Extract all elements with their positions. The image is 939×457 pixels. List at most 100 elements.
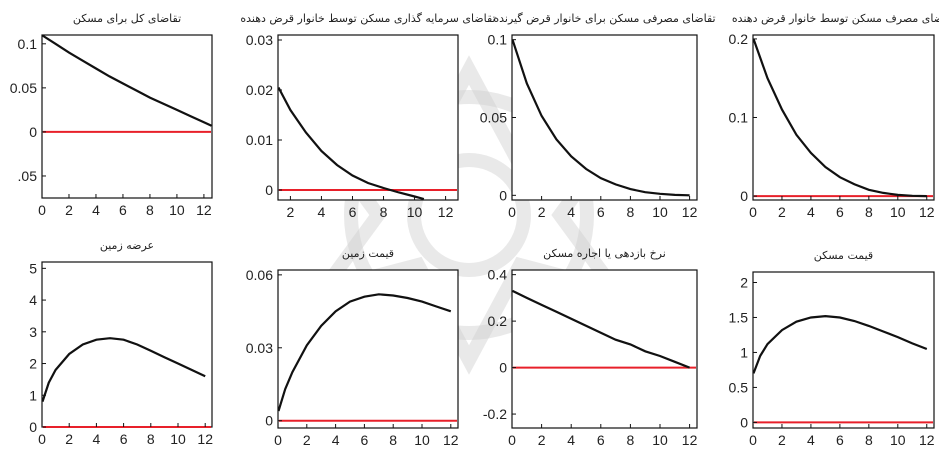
x-tick-label: 6 <box>361 432 369 448</box>
y-tick-label: 3 <box>29 324 37 340</box>
y-tick-label: 0.01 <box>246 132 273 148</box>
x-tick-label: 8 <box>865 432 873 448</box>
x-tick-label: 6 <box>836 204 844 220</box>
y-tick-label: 0 <box>499 187 507 203</box>
x-tick-label: 12 <box>919 432 935 448</box>
y-tick-label: 0.4 <box>488 267 508 283</box>
panel-2: تقاضای سرمایه گذاری مسکن توسط خانوار قرض… <box>240 12 495 220</box>
x-tick-label: 0 <box>38 202 46 218</box>
y-tick-label: 0 <box>740 414 748 430</box>
y-tick-label: 0.2 <box>488 313 508 329</box>
series-line <box>277 293 452 412</box>
y-tick-label: 0.05 <box>480 110 507 126</box>
y-tick-label: 1.5 <box>729 309 749 325</box>
y-tick-label: 0.05 <box>10 80 37 96</box>
x-tick-label: 6 <box>349 204 357 220</box>
panel-6: قیمت زمین 0 2 4 6 8 10 12 0 0.03 0.06 <box>246 247 459 448</box>
x-tick-label: 10 <box>890 204 906 220</box>
panel-title: تقاضای کل برای مسکن <box>73 12 181 25</box>
y-tick-label: 0.02 <box>246 82 273 98</box>
x-tick-label: 4 <box>567 432 575 448</box>
x-tick-label: 10 <box>652 432 668 448</box>
y-tick-label: 2 <box>29 356 37 372</box>
panel-8: قیمت مسکن 0 2 4 6 8 10 12 0 0.5 1 1.5 2 <box>729 249 935 448</box>
y-tick-label: 0 <box>265 182 273 198</box>
y-tick-label: 5 <box>29 260 37 276</box>
panel-title: تقاضای سرمایه گذاری مسکن توسط خانوار قرض… <box>240 12 495 25</box>
panel-title: قیمت زمین <box>342 247 394 260</box>
x-tick-label: 12 <box>197 431 213 447</box>
x-tick-label: 0 <box>508 204 516 220</box>
x-tick-label: 4 <box>92 202 100 218</box>
panel-3: تقاضای مصرفی مسکن برای خانوار قرض گیرنده… <box>480 12 716 220</box>
y-tick-label: 2 <box>740 274 748 290</box>
y-tick-label: 0 <box>29 419 37 435</box>
y-tick-label: 0.06 <box>246 267 273 283</box>
plot-frame <box>752 34 935 201</box>
x-tick-label: 6 <box>119 202 127 218</box>
series-line <box>277 86 425 201</box>
series-line <box>512 289 691 369</box>
y-tick-label: 0.1 <box>729 110 749 126</box>
x-tick-label: 2 <box>287 204 295 220</box>
x-tick-label: 12 <box>682 204 698 220</box>
plot-frame <box>41 34 213 199</box>
panel-title: تقاضای مصرفی مسکن برای خانوار قرض گیرنده <box>493 12 715 25</box>
x-tick-label: 0 <box>508 432 516 448</box>
y-tick-label: 0 <box>265 413 273 429</box>
x-tick-label: 0 <box>749 204 757 220</box>
y-tick-label: 0 <box>499 360 507 376</box>
x-tick-label: 2 <box>538 432 546 448</box>
x-tick-label: 4 <box>567 204 575 220</box>
x-tick-label: 0 <box>38 431 46 447</box>
x-tick-label: 12 <box>919 204 935 220</box>
x-tick-label: 6 <box>836 432 844 448</box>
y-tick-label: 0.1 <box>488 32 508 48</box>
x-tick-label: 12 <box>438 204 454 220</box>
series-line <box>511 39 690 197</box>
y-tick-label: 4 <box>29 292 37 308</box>
x-tick-label: 2 <box>65 431 73 447</box>
x-tick-label: 4 <box>332 432 340 448</box>
x-tick-label: 4 <box>93 431 101 447</box>
x-tick-label: 4 <box>318 204 326 220</box>
panel-title: عرضه زمین <box>100 239 154 252</box>
x-tick-label: 4 <box>807 204 815 220</box>
y-tick-label: 0.03 <box>246 340 273 356</box>
x-tick-label: 4 <box>807 432 815 448</box>
panel-1: تقاضای کل برای مسکن 0 2 4 6 8 10 12 .05 0 0.05 0.1 <box>10 12 213 218</box>
x-tick-label: 10 <box>169 202 185 218</box>
y-tick-label: 0.1 <box>18 36 38 52</box>
x-tick-label: 6 <box>597 432 605 448</box>
x-tick-label: 0 <box>274 432 282 448</box>
x-tick-label: 2 <box>65 202 73 218</box>
x-tick-label: 10 <box>890 432 906 448</box>
x-tick-label: 8 <box>146 202 154 218</box>
series-line <box>41 337 206 402</box>
x-tick-label: 10 <box>407 204 423 220</box>
series-line <box>752 314 928 374</box>
x-tick-label: 2 <box>778 204 786 220</box>
y-tick-label: 1 <box>29 387 37 403</box>
x-tick-label: 0 <box>749 432 757 448</box>
x-tick-label: 6 <box>597 204 605 220</box>
x-tick-label: 2 <box>538 204 546 220</box>
panel-title: نرخ بازدهی یا اجاره مسکن <box>543 247 666 260</box>
plot-frame <box>511 34 698 201</box>
x-tick-label: 10 <box>414 432 430 448</box>
x-tick-label: 12 <box>443 432 459 448</box>
plot-frame <box>752 271 935 429</box>
x-tick-label: 8 <box>147 431 155 447</box>
x-tick-label: 12 <box>196 202 212 218</box>
x-tick-label: 10 <box>652 204 668 220</box>
panel-4: تقاضای مصرف مسکن توسط خانوار قرض دهنده 0 2… <box>729 12 939 220</box>
y-tick-label: -0.2 <box>483 406 507 422</box>
plot-frame <box>277 34 459 201</box>
x-tick-label: 10 <box>170 431 186 447</box>
y-tick-label: .05 <box>18 168 38 184</box>
panel-title: قیمت مسکن <box>814 249 873 262</box>
